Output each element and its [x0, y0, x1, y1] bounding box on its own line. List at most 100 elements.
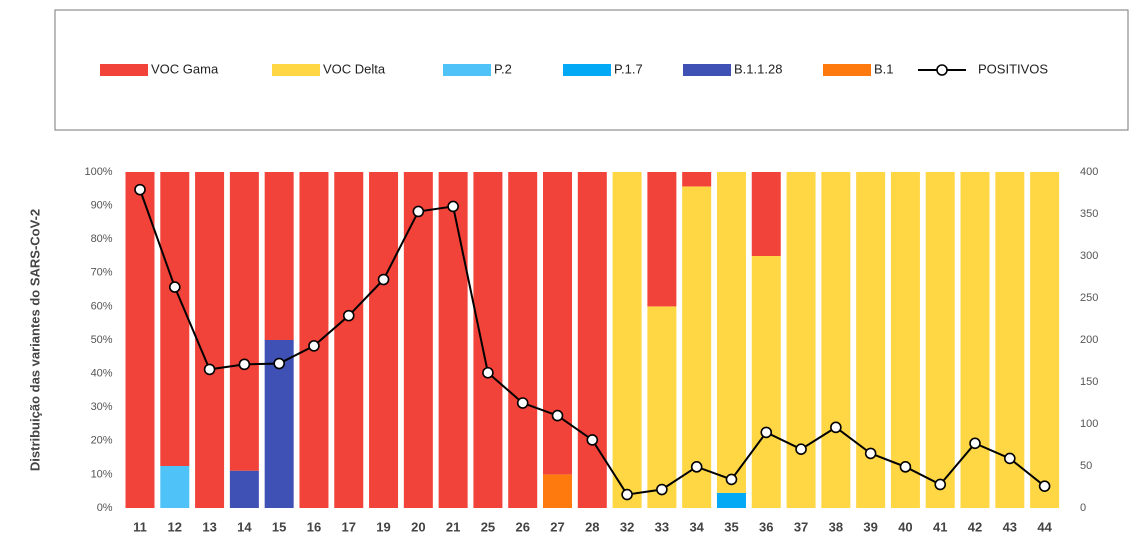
point	[516, 397, 529, 409]
point	[621, 488, 633, 501]
x-tick-label: 43	[1003, 519, 1017, 534]
y2-tick-label: 400	[1080, 166, 1098, 178]
x-tick-label: 17	[342, 519, 356, 534]
bar	[403, 172, 433, 508]
point	[586, 434, 599, 446]
x-tick-label: 39	[863, 519, 877, 534]
point	[934, 478, 947, 491]
bar	[264, 172, 294, 340]
bar	[821, 172, 851, 508]
point	[134, 183, 146, 196]
legend-label: P.1.7	[614, 61, 643, 76]
point	[760, 426, 773, 439]
bar	[716, 492, 746, 508]
point	[725, 473, 738, 486]
bar	[334, 172, 364, 508]
point	[482, 366, 494, 379]
bar	[682, 172, 712, 187]
x-tick-label: 36	[759, 519, 773, 534]
y-tick-label: 70%	[91, 267, 113, 279]
bar	[925, 172, 955, 508]
bar	[160, 172, 190, 466]
bar	[299, 172, 329, 508]
legend-label: B.1	[874, 61, 894, 76]
y-tick-label: 100%	[84, 166, 112, 178]
point	[308, 340, 320, 352]
bar	[160, 466, 190, 508]
bar	[995, 172, 1025, 508]
point	[377, 273, 390, 286]
point	[656, 483, 668, 496]
point	[342, 309, 355, 322]
y2-tick-label: 150	[1080, 376, 1098, 388]
y-tick-label: 90%	[91, 200, 113, 212]
x-tick-label: 13	[202, 519, 216, 534]
y-tick-label: 10%	[91, 468, 113, 480]
legend-swatch	[823, 64, 871, 76]
bar	[647, 172, 677, 307]
bar	[786, 172, 816, 508]
x-tick-label: 33	[655, 519, 669, 534]
x-tick-label: 11	[133, 519, 147, 534]
x-tick-label: 32	[620, 519, 634, 534]
y-tick-label: 30%	[91, 401, 113, 413]
bar	[543, 474, 573, 508]
point	[795, 443, 807, 456]
point	[864, 447, 877, 460]
x-tick-label: 35	[724, 519, 738, 534]
legend-label: P.2	[494, 61, 512, 76]
x-tick-label: 44	[1037, 519, 1052, 534]
bar	[195, 172, 225, 508]
bar	[1030, 172, 1060, 508]
y-tick-label: 50%	[91, 334, 113, 346]
point	[899, 461, 912, 473]
y-axis-label: Distribuição das variantes do SARS-CoV-2	[27, 209, 42, 471]
legend-label: VOC Delta	[323, 61, 386, 76]
x-tick-label: 26	[515, 519, 529, 534]
legend-label: B.1.1.28	[734, 61, 782, 76]
point	[412, 205, 425, 218]
y2-tick-label: 250	[1080, 292, 1098, 304]
bar	[751, 256, 781, 508]
x-tick-label: 37	[794, 519, 808, 534]
point	[273, 357, 285, 370]
y-tick-label: 80%	[91, 233, 113, 245]
y2-tick-label: 350	[1080, 208, 1098, 220]
bar	[229, 172, 259, 471]
bar	[369, 172, 399, 508]
legend-marker	[936, 64, 948, 76]
legend-label: POSITIVOS	[978, 61, 1048, 76]
legend-swatch	[100, 64, 148, 76]
bar	[612, 172, 642, 508]
point	[551, 409, 564, 422]
point	[238, 358, 251, 371]
legend-swatch	[683, 64, 731, 76]
y2-tick-label: 300	[1080, 250, 1098, 262]
y2-tick-label: 200	[1080, 334, 1098, 346]
legend-swatch	[272, 64, 320, 76]
x-tick-label: 21	[446, 519, 460, 534]
point	[830, 421, 842, 434]
x-tick-label: 16	[307, 519, 321, 534]
bar	[716, 172, 746, 493]
point	[969, 437, 981, 450]
point	[1038, 480, 1051, 492]
bar	[229, 470, 259, 508]
bar	[577, 172, 607, 508]
y-tick-label: 20%	[91, 435, 113, 447]
x-tick-label: 14	[237, 519, 252, 534]
point	[447, 200, 459, 213]
legend-swatch	[563, 64, 611, 76]
bar	[647, 306, 677, 508]
point	[690, 461, 703, 473]
x-tick-label: 41	[933, 519, 947, 534]
bar	[438, 172, 468, 508]
y-tick-label: 0%	[97, 502, 113, 514]
bar	[751, 172, 781, 256]
legend-swatch	[443, 64, 491, 76]
x-tick-label: 20	[411, 519, 425, 534]
y-tick-label: 60%	[91, 300, 113, 312]
point	[168, 281, 181, 293]
x-tick-label: 28	[585, 519, 599, 534]
point	[1004, 452, 1016, 465]
